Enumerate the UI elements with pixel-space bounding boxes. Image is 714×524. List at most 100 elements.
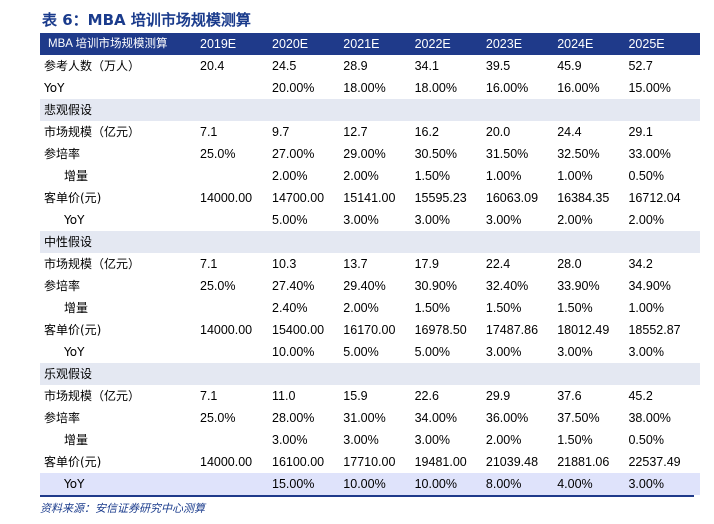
value-cell	[485, 363, 558, 385]
table-row: 增量 2.00% 2.00% 1.50% 1.00% 1.00% 0.50%	[40, 165, 700, 187]
value-cell	[200, 165, 272, 187]
row-label: 参考人数（万人）	[44, 59, 141, 73]
value-cell: 7.1	[200, 257, 218, 271]
section-row: 悲观假设	[40, 99, 700, 121]
row-label: 市场规模（亿元）	[44, 389, 141, 403]
value-cell: 52.7	[628, 59, 653, 73]
value-cell: 25.0%	[200, 279, 236, 293]
table-header-row: MBA 培训市场规模测算 2019E 2020E 2021E 2022E 202…	[40, 33, 700, 55]
value-cell: 1.00%	[628, 301, 664, 315]
value-cell: 1.00%	[485, 169, 522, 183]
value-cell: 10.00%	[343, 473, 415, 495]
row-label: 客单价(元)	[44, 323, 102, 337]
value-cell: 36.00%	[485, 411, 529, 425]
table-row: 增量 2.40% 2.00% 1.50% 1.50% 1.50% 1.00%	[40, 297, 700, 319]
row-label: 参培率	[44, 279, 81, 293]
value-cell: 1.50%	[485, 301, 522, 315]
value-cell: 3.00%	[272, 433, 308, 447]
row-label: YoY	[44, 81, 65, 95]
row-label: 客单价(元)	[44, 455, 102, 469]
value-cell	[557, 363, 629, 385]
value-cell: 38.00%	[628, 411, 671, 425]
value-cell: 16384.35	[557, 191, 610, 205]
value-cell: 20.0	[485, 125, 511, 139]
value-cell: 17.9	[414, 257, 439, 271]
value-cell: 17487.86	[485, 323, 539, 337]
value-cell	[414, 363, 486, 385]
table-row: 客单价(元) 14000.00 15400.00 16170.00 16978.50 17…	[40, 319, 700, 341]
section-row: 中性假设	[40, 231, 700, 253]
table-title: 表 6：MBA 培训市场规模测算	[42, 11, 251, 29]
value-cell	[414, 231, 486, 253]
value-cell: 15141.00	[343, 191, 396, 205]
value-cell: 25.0%	[200, 411, 236, 425]
value-cell: 2.00%	[557, 213, 593, 227]
value-cell: 28.0	[557, 257, 582, 271]
value-cell: 34.00%	[414, 411, 457, 425]
value-cell: 14000.00	[200, 191, 253, 205]
header-cell: 2020E	[272, 33, 344, 55]
table-row: 参考人数（万人） 20.4 24.5 28.9 34.1 39.5 45.9 52.7	[40, 55, 700, 77]
row-label: 增量	[64, 301, 89, 315]
value-cell: 10.3	[272, 257, 297, 271]
header-cell: 2022E	[414, 33, 486, 55]
value-cell: 16063.09	[485, 191, 539, 205]
value-cell: 3.00%	[343, 433, 379, 447]
value-cell: 22.6	[414, 389, 439, 403]
value-cell	[200, 429, 272, 451]
header-cell: 2021E	[343, 33, 415, 55]
value-cell: 2.00%	[343, 301, 379, 315]
value-cell: 34.1	[414, 59, 439, 73]
value-cell	[200, 473, 272, 495]
value-cell: 21039.48	[485, 455, 539, 469]
value-cell: 7.1	[200, 389, 218, 403]
value-cell: 29.40%	[343, 279, 386, 293]
value-cell: 1.50%	[414, 169, 451, 183]
table-row: 增量 3.00% 3.00% 3.00% 2.00% 1.50% 0.50%	[40, 429, 700, 451]
header-cell: 2019E	[200, 33, 272, 55]
value-cell: 30.50%	[414, 147, 457, 161]
value-cell	[628, 99, 700, 121]
value-cell: 5.00%	[343, 345, 379, 359]
row-label: 市场规模（亿元）	[44, 257, 141, 271]
value-cell	[200, 363, 272, 385]
row-label: YoY	[64, 345, 85, 359]
table-row: YoY 20.00% 18.00% 18.00% 16.00% 16.00% 15.00%	[40, 77, 700, 99]
value-cell: 16170.00	[343, 323, 396, 337]
value-cell: 16.00%	[557, 81, 600, 95]
value-cell: 22537.49	[628, 455, 681, 469]
value-cell: 37.6	[557, 389, 582, 403]
table-row: 参培率 25.0% 27.40% 29.40% 30.90% 32.40% 33.90% 34…	[40, 275, 700, 297]
table-row: 市场规模（亿元） 7.1 10.3 13.7 17.9 22.4 28.0 34.2	[40, 253, 700, 275]
value-cell: 9.7	[272, 125, 290, 139]
value-cell	[557, 99, 629, 121]
row-label: 增量	[64, 169, 89, 183]
row-label: 客单价(元)	[44, 191, 102, 205]
value-cell: 22.4	[485, 257, 511, 271]
value-cell: 2.00%	[272, 169, 308, 183]
value-cell: 10.00%	[272, 345, 315, 359]
value-cell: 29.1	[628, 125, 653, 139]
value-cell: 3.00%	[557, 345, 593, 359]
row-label: 参培率	[44, 411, 81, 425]
value-cell: 12.7	[343, 125, 368, 139]
value-cell: 37.50%	[557, 411, 600, 425]
value-cell: 15400.00	[272, 323, 325, 337]
value-cell: 3.00%	[414, 433, 451, 447]
row-label: YoY	[40, 473, 200, 495]
value-cell: 2.40%	[272, 301, 308, 315]
table-body: 参考人数（万人） 20.4 24.5 28.9 34.1 39.5 45.9 52.7 YoY 2…	[40, 55, 700, 495]
row-label: YoY	[64, 213, 85, 227]
value-cell: 8.00%	[485, 473, 558, 495]
value-cell	[200, 99, 272, 121]
value-cell: 2.00%	[628, 213, 664, 227]
value-cell: 3.00%	[343, 213, 379, 227]
table-row: 参培率 25.0% 27.00% 29.00% 30.50% 31.50% 32.50% 33…	[40, 143, 700, 165]
value-cell: 2.00%	[343, 169, 379, 183]
row-label: 参培率	[44, 147, 81, 161]
value-cell: 31.50%	[485, 147, 529, 161]
value-cell: 24.4	[557, 125, 582, 139]
value-cell: 16712.04	[628, 191, 681, 205]
value-cell	[343, 231, 415, 253]
value-cell: 45.2	[628, 389, 653, 403]
